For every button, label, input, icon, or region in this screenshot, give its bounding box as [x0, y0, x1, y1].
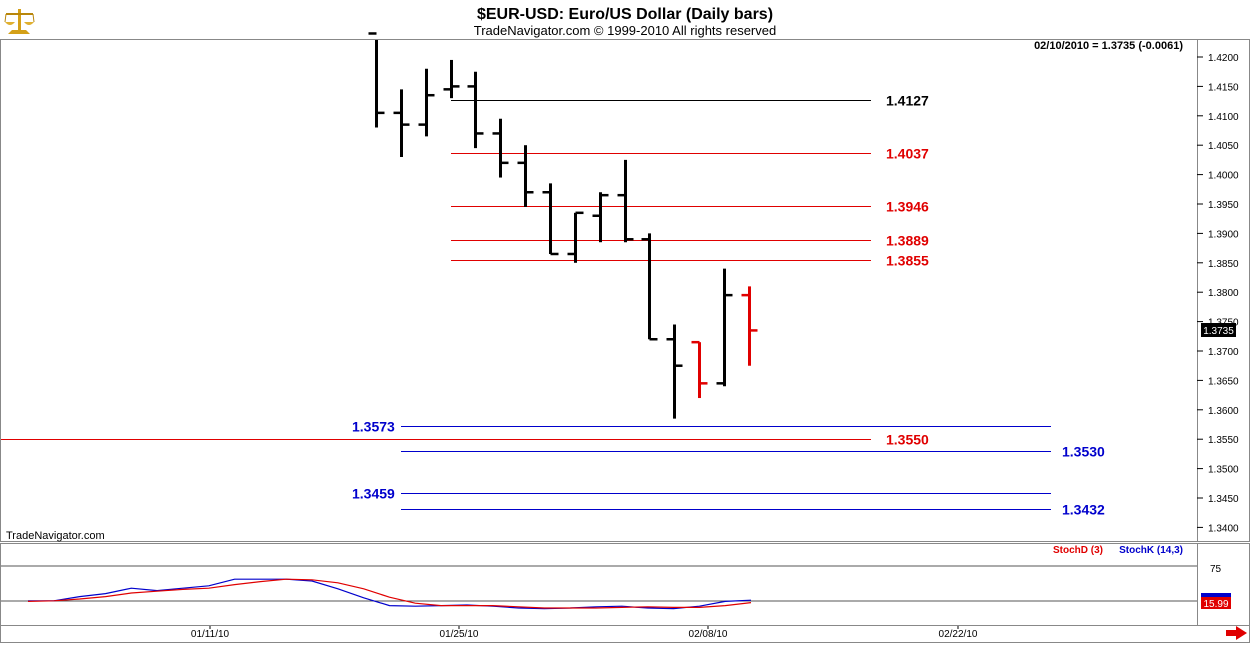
scroll-right-arrow-icon[interactable]	[1226, 626, 1247, 640]
indicator-axis-panel	[1197, 543, 1250, 626]
last-quote: 02/10/2010 = 1.3735 (-0.0061)	[1034, 40, 1183, 52]
price-tick-label: 1.3600	[1208, 406, 1239, 417]
stochastic-lines	[27, 578, 752, 610]
time-tick-label: 01/11/10	[191, 629, 230, 640]
price-tick-label: 1.3900	[1208, 229, 1239, 240]
level-label: 1.3855	[886, 253, 929, 269]
price-panel	[0, 39, 1198, 542]
svg-text:15.99: 15.99	[1203, 599, 1228, 610]
price-tick-label: 1.3800	[1208, 288, 1239, 299]
last-value-badge: 1.3735	[1201, 323, 1236, 337]
stoch-tick-75: 75	[1210, 564, 1222, 575]
time-axis: 01/11/10 01/25/10 02/08/10 02/22/10	[191, 626, 978, 640]
price-tick-label: 1.4050	[1208, 141, 1239, 152]
stoch-series-line	[27, 578, 752, 609]
price-axis-panel	[1197, 39, 1250, 542]
price-tick-label: 1.4150	[1208, 82, 1239, 93]
price-tick-label: 1.4200	[1208, 53, 1239, 64]
scales-logo-icon[interactable]	[4, 9, 35, 34]
level-label: 1.3432	[1062, 502, 1105, 518]
svg-text:1.3735: 1.3735	[1203, 326, 1234, 337]
indicator-panel	[0, 543, 1198, 626]
legend-stochk: StochK (14,3)	[1119, 545, 1183, 556]
time-tick-label: 02/08/10	[689, 629, 728, 640]
level-label: 1.3946	[886, 199, 929, 215]
level-label: 1.3530	[1062, 444, 1105, 460]
level-label: 1.3889	[886, 233, 929, 249]
price-tick-label: 1.3950	[1208, 200, 1239, 211]
price-tick-label: 1.3500	[1208, 465, 1239, 476]
level-label: 1.3550	[886, 432, 929, 448]
price-tick-label: 1.3850	[1208, 259, 1239, 270]
price-tick-label: 1.4100	[1208, 112, 1239, 123]
stoch-badge: 15.99	[1201, 593, 1231, 610]
price-tick-label: 1.4000	[1208, 171, 1239, 182]
watermark: TradeNavigator.com	[6, 530, 105, 542]
price-bars	[368, 32, 758, 419]
level-label: 1.4127	[886, 93, 929, 109]
chart-subtitle: TradeNavigator.com © 1999-2010 All right…	[474, 23, 776, 38]
price-tick-label: 1.3700	[1208, 347, 1239, 358]
time-tick-label: 01/25/10	[440, 629, 479, 640]
time-tick-label: 02/22/10	[939, 629, 978, 640]
level-label: 1.3573	[352, 419, 395, 435]
time-axis-panel	[0, 625, 1250, 643]
level-label: 1.3459	[352, 486, 395, 502]
level-label: 1.4037	[886, 146, 929, 162]
price-tick-label: 1.3400	[1208, 523, 1239, 534]
price-tick-label: 1.3550	[1208, 435, 1239, 446]
price-tick-label: 1.3650	[1208, 376, 1239, 387]
support-resistance-levels: 1.4127 1.4037 1.3946 1.3889 1.3855 1.3573 1.35…	[1, 93, 1105, 518]
chart-title: $EUR-USD: Euro/US Dollar (Daily bars)	[477, 6, 773, 23]
legend-stochd: StochD (3)	[1053, 545, 1103, 556]
price-tick-label: 1.3450	[1208, 494, 1239, 505]
